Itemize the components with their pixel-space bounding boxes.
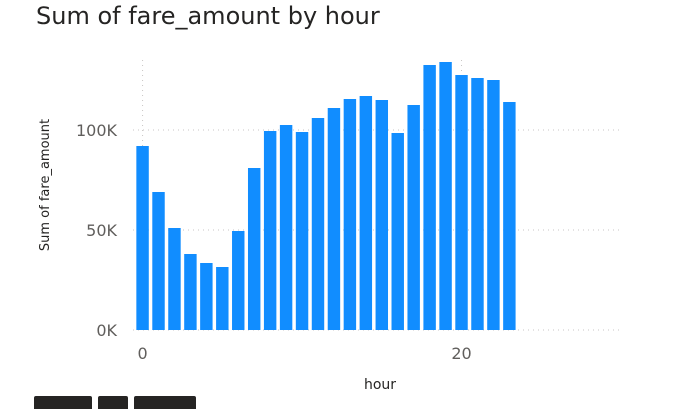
y-axis-ticks: 0K 50K 100K: [76, 121, 118, 340]
bar[interactable]: [359, 96, 373, 330]
bar[interactable]: [343, 99, 357, 330]
chart-title: Sum of fare_amount by hour: [36, 2, 380, 30]
x-tick-label: 0: [137, 344, 147, 363]
bar[interactable]: [295, 132, 309, 330]
next-visual-title-fragment: [34, 396, 214, 409]
bars: [136, 62, 516, 330]
bar[interactable]: [200, 263, 213, 330]
bar[interactable]: [232, 231, 245, 330]
y-tick-label: 0K: [96, 321, 117, 340]
y-tick-label: 100K: [76, 121, 118, 140]
x-axis-ticks: 0 20: [137, 344, 471, 363]
bar[interactable]: [455, 75, 468, 330]
bar[interactable]: [184, 254, 197, 330]
y-axis-label: Sum of fare_amount: [38, 119, 53, 251]
bar[interactable]: [247, 168, 261, 330]
bar[interactable]: [279, 125, 293, 330]
bar[interactable]: [503, 102, 516, 330]
bar[interactable]: [439, 62, 452, 330]
x-tick-label: 20: [451, 344, 471, 363]
y-tick-label: 50K: [86, 221, 117, 240]
bar[interactable]: [311, 118, 325, 330]
x-axis-label: hour: [364, 377, 396, 393]
bar[interactable]: [487, 80, 500, 330]
bar[interactable]: [407, 105, 420, 330]
bar[interactable]: [168, 228, 181, 330]
bar[interactable]: [327, 108, 341, 330]
bar[interactable]: [471, 78, 484, 330]
bar[interactable]: [216, 267, 229, 330]
bar[interactable]: [375, 100, 389, 330]
bar[interactable]: [263, 131, 277, 330]
bar[interactable]: [423, 65, 436, 330]
bar[interactable]: [136, 146, 149, 330]
bar[interactable]: [391, 133, 404, 330]
bar[interactable]: [152, 192, 165, 330]
